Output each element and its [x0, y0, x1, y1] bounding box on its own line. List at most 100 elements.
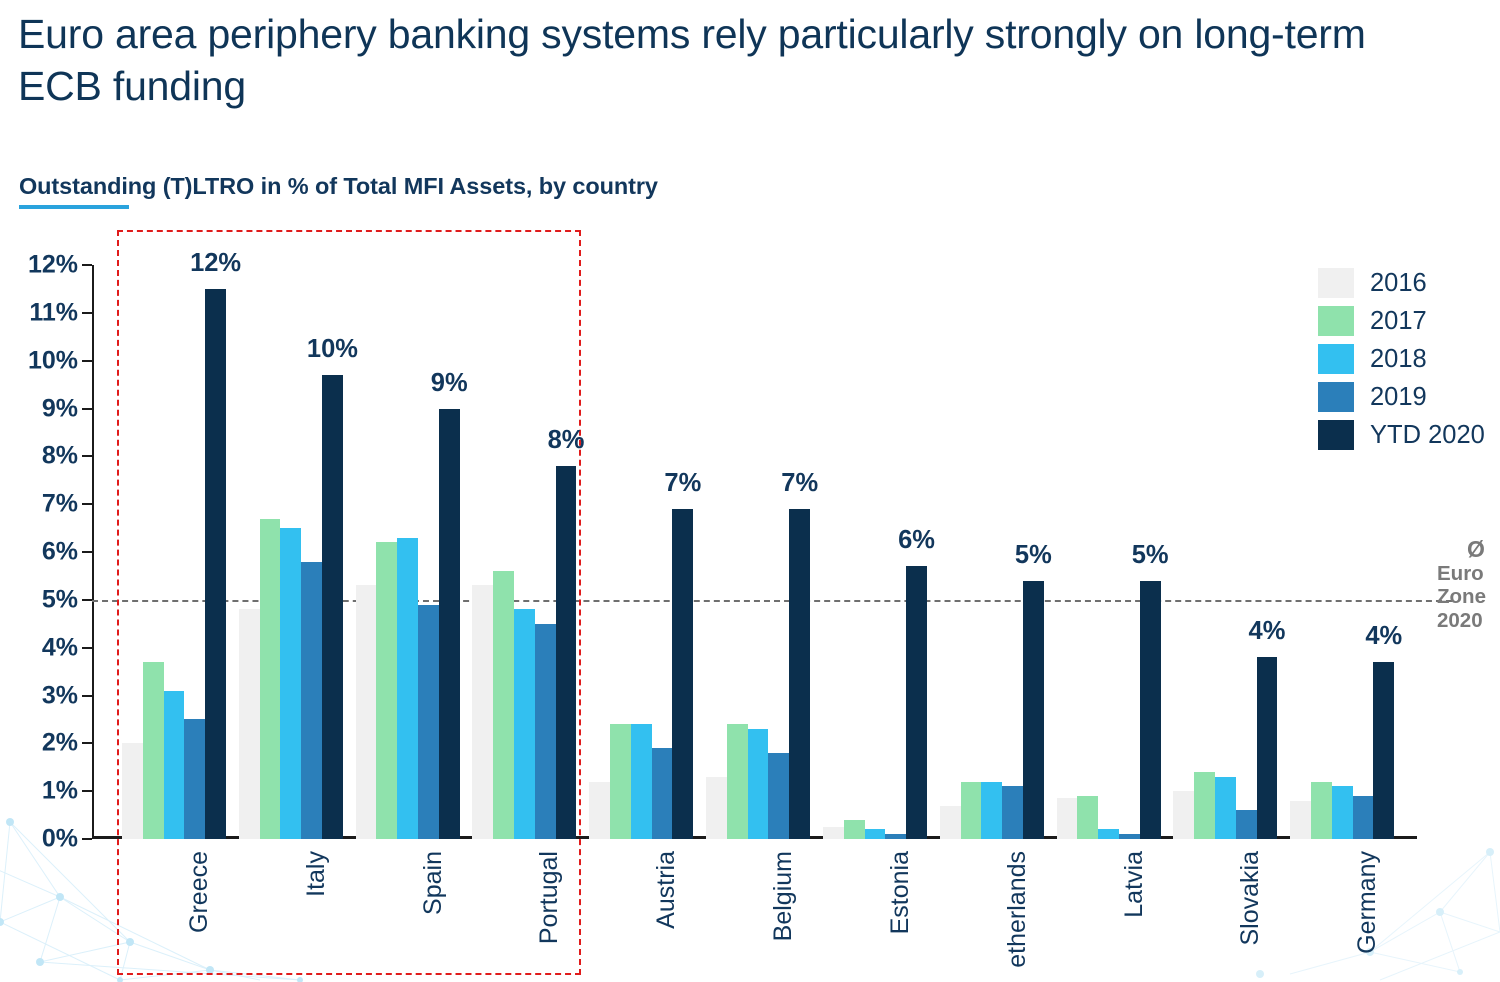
bar-ytd-2020[interactable]: [906, 566, 927, 839]
bar-group-bars: [472, 265, 577, 839]
legend-label: 2017: [1370, 306, 1427, 335]
bar-2017[interactable]: [259, 518, 281, 839]
bar-group-bars: [589, 265, 694, 839]
bar-2019[interactable]: [651, 748, 673, 839]
bar-2019[interactable]: [184, 719, 206, 839]
bar-2016[interactable]: [122, 743, 143, 839]
x-axis-label-italy: Italy: [301, 851, 330, 897]
bar-2017[interactable]: [142, 662, 164, 839]
chart-plot-area: 12% 11% 10% 9% 8% 7% 6% 5% 4% 3% 2% 1% 0% Ø Euro Zon…: [28, 230, 1486, 975]
bar-value-label: 9%: [430, 368, 468, 397]
bar-2019[interactable]: [768, 752, 790, 839]
bar-group: [706, 265, 811, 839]
bar-value-label: 6%: [898, 526, 935, 555]
y-axis-tick: [82, 551, 92, 553]
bar-2019[interactable]: [1352, 795, 1374, 839]
bar-group-bars: [822, 265, 927, 839]
bar-2016[interactable]: [939, 805, 961, 839]
legend-item-2018[interactable]: 2018: [1318, 344, 1485, 374]
bar-2016[interactable]: [822, 827, 844, 839]
legend-swatch: [1318, 306, 1354, 336]
bar-2019[interactable]: [885, 834, 907, 839]
y-axis-tick: [82, 838, 92, 840]
y-axis-tick: [82, 359, 92, 362]
y-axis-tick: [82, 264, 92, 266]
subtitle-accent-rule: [19, 205, 129, 209]
bar-2018[interactable]: [397, 537, 419, 839]
bar-2017[interactable]: [1194, 772, 1215, 839]
legend-item-2016[interactable]: 2016: [1318, 268, 1485, 298]
legend-item-2019[interactable]: 2019: [1318, 382, 1485, 412]
periphery-highlight-box: [117, 230, 581, 975]
bar-2018[interactable]: [864, 829, 886, 839]
bar-2019[interactable]: [1118, 834, 1140, 839]
bar-value-label: 12%: [190, 248, 242, 277]
bar-2018[interactable]: [1214, 776, 1236, 839]
bar-group: [589, 265, 694, 839]
bar-2018[interactable]: [1098, 829, 1119, 839]
bar-ytd-2020[interactable]: [672, 508, 694, 839]
bar-2016[interactable]: [706, 776, 727, 839]
x-axis-label-portugal: Portugal: [535, 851, 564, 945]
page-title: Euro area periphery banking systems rely…: [18, 11, 1366, 110]
bar-2017[interactable]: [493, 571, 515, 839]
bar-ytd-2020[interactable]: [438, 408, 460, 839]
x-axis-label-spain: Spain: [418, 851, 447, 915]
y-axis-tick: [82, 790, 92, 793]
bar-2019[interactable]: [418, 604, 439, 839]
euro-zone-average-label: Ø Euro Zone 2020: [1437, 536, 1500, 632]
bar-group-bars: [706, 265, 811, 839]
bar-2018[interactable]: [1331, 786, 1353, 839]
bar-value-label: 4%: [1365, 622, 1403, 651]
bar-2017[interactable]: [960, 781, 982, 839]
bar-group-bars: [939, 265, 1044, 839]
bar-2016[interactable]: [1173, 791, 1195, 839]
average-line1: Euro: [1437, 562, 1484, 586]
bar-group: [355, 265, 460, 839]
bar-2017[interactable]: [1077, 795, 1099, 839]
y-axis-line: [92, 265, 94, 839]
bar-2016[interactable]: [355, 585, 377, 839]
bar-ytd-2020[interactable]: [1373, 662, 1395, 839]
chart-legend: 2016 2017 2018 2019 YTD 2020: [1318, 268, 1485, 450]
y-axis-tick-label: 2%: [41, 728, 78, 757]
bar-value-label: 5%: [1014, 540, 1052, 569]
bar-2019[interactable]: [1002, 786, 1023, 839]
bar-2016[interactable]: [238, 609, 260, 839]
bar-2018[interactable]: [630, 724, 652, 839]
bar-2019[interactable]: [1235, 810, 1257, 839]
y-axis-tick-label: 12%: [27, 250, 78, 279]
bar-2017[interactable]: [1310, 781, 1332, 839]
bar-group-bars: [1056, 265, 1161, 839]
bar-ytd-2020[interactable]: [1256, 657, 1278, 839]
bar-2019[interactable]: [534, 623, 556, 839]
bar-2018[interactable]: [280, 528, 302, 839]
legend-item-2017[interactable]: 2017: [1318, 306, 1485, 336]
bar-2017[interactable]: [843, 819, 865, 839]
bar-ytd-2020[interactable]: [322, 375, 343, 839]
bar-ytd-2020[interactable]: [205, 288, 226, 839]
y-axis-tick-label: 0%: [41, 824, 78, 853]
bar-2016[interactable]: [472, 585, 494, 839]
bar-2019[interactable]: [301, 561, 322, 839]
bar-2016[interactable]: [589, 781, 611, 839]
bar-2018[interactable]: [514, 609, 535, 839]
bar-ytd-2020[interactable]: [555, 465, 577, 839]
bar-ytd-2020[interactable]: [1022, 580, 1044, 839]
bar-2018[interactable]: [747, 728, 769, 839]
bar-group: [939, 265, 1044, 839]
y-axis-tick-label: 10%: [27, 346, 78, 375]
x-axis-label-estonia: Estonia: [885, 851, 914, 935]
bar-group: [122, 265, 226, 839]
bar-2018[interactable]: [981, 781, 1003, 839]
y-axis-tick-label: 5%: [41, 585, 78, 614]
bar-2016[interactable]: [1290, 800, 1311, 839]
bar-2017[interactable]: [610, 724, 631, 839]
bar-2016[interactable]: [1056, 798, 1078, 839]
bar-ytd-2020[interactable]: [789, 508, 811, 839]
bar-2017[interactable]: [726, 724, 748, 839]
bar-2018[interactable]: [163, 690, 185, 839]
legend-item-ytd-2020[interactable]: YTD 2020: [1318, 420, 1485, 450]
bar-ytd-2020[interactable]: [1139, 580, 1161, 839]
bar-2017[interactable]: [376, 542, 398, 839]
